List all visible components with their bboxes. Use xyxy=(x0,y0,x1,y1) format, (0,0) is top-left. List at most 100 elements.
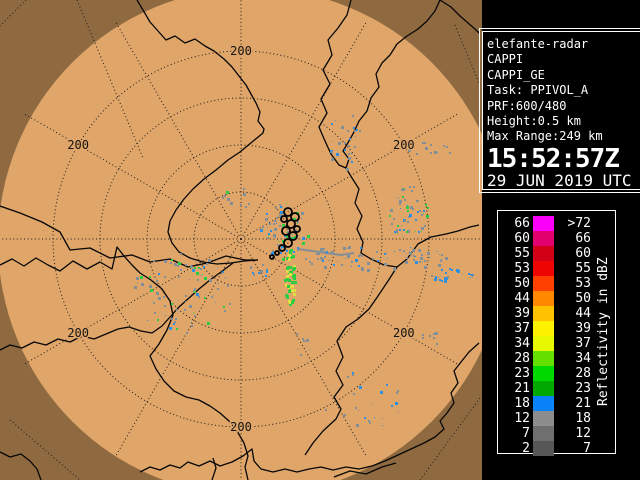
radar-echo xyxy=(411,190,413,192)
radar-echo xyxy=(407,230,410,233)
radar-echo xyxy=(437,152,438,153)
legend-upper-bound: 37 xyxy=(575,336,591,351)
radar-echo xyxy=(191,266,193,268)
radar-echo xyxy=(396,197,397,198)
radar-echo xyxy=(266,269,268,271)
radar-echo xyxy=(250,267,252,269)
radar-echo xyxy=(331,141,332,142)
info-line: CAPPI xyxy=(487,52,524,67)
radar-echo xyxy=(430,144,432,146)
radar-echo xyxy=(415,219,417,221)
legend-lower-bound: 34 xyxy=(514,336,530,351)
radar-echo xyxy=(360,247,362,249)
radar-echo xyxy=(293,265,296,268)
radar-echo xyxy=(396,229,398,231)
graticule-line xyxy=(9,419,81,480)
radar-echo xyxy=(382,425,383,426)
radar-echo xyxy=(402,196,404,198)
radar-echo xyxy=(390,209,393,212)
range-ring-label: 200 xyxy=(230,420,252,434)
radar-echo xyxy=(194,288,196,290)
radar-echo xyxy=(399,229,401,231)
radar-echo xyxy=(367,262,370,265)
radar-echo xyxy=(208,259,211,262)
radar-echo xyxy=(444,280,447,283)
legend-upper-bound: 18 xyxy=(575,411,591,426)
radar-echo xyxy=(309,261,311,263)
range-ring-label: 200 xyxy=(67,138,89,152)
radar-echo xyxy=(196,262,197,263)
radar-echo xyxy=(194,267,196,269)
radar-echo xyxy=(293,293,296,296)
radar-echo xyxy=(253,274,255,276)
radar-echo xyxy=(359,130,361,132)
radar-echo xyxy=(451,269,453,271)
radar-echo xyxy=(425,204,427,206)
radar-echo xyxy=(302,338,304,340)
map-border xyxy=(318,0,480,268)
radar-echo xyxy=(205,294,206,295)
radar-echo xyxy=(408,149,411,152)
radar-echo xyxy=(354,130,356,132)
radar-echo xyxy=(204,277,207,280)
radar-echo xyxy=(336,153,339,156)
graticule-line xyxy=(454,24,481,86)
radar-echo xyxy=(156,280,158,282)
radar-echo xyxy=(217,267,218,268)
radar-echo xyxy=(329,260,330,261)
legend-upper-bound: 39 xyxy=(575,321,591,336)
info-line: elefante-radar xyxy=(487,37,589,51)
radar-echo xyxy=(194,291,196,293)
radar-echo xyxy=(422,337,424,339)
radar-echo xyxy=(376,251,378,253)
radar-echo xyxy=(431,275,433,277)
city-boundary-cluster xyxy=(269,254,275,260)
radar-echo xyxy=(280,211,283,214)
radar-echo xyxy=(359,386,362,389)
radar-echo xyxy=(361,255,363,257)
legend-row: 50 53 xyxy=(500,276,591,291)
info-line: Height:0.5 km xyxy=(487,114,581,129)
radar-echo xyxy=(415,261,418,264)
legend-inner: 66 >72 60 66 55 60 53 55 50 53 44 50 39 44 37 39 34 37 28 3… xyxy=(500,216,613,456)
radar-echo xyxy=(405,261,408,264)
radar-echo xyxy=(325,409,327,411)
radar-echo xyxy=(282,206,283,207)
radar-echo xyxy=(218,283,219,284)
radar-echo xyxy=(423,210,425,212)
radar-echo xyxy=(348,153,350,155)
radar-echo xyxy=(317,258,319,260)
legend-upper-bound: 23 xyxy=(575,381,591,396)
legend-row: 28 34 xyxy=(500,351,591,366)
radar-echo xyxy=(293,274,296,277)
city-boundary-cluster xyxy=(293,225,301,233)
radar-echo xyxy=(185,295,187,297)
radar-echo xyxy=(170,262,172,264)
info-line: Max Range:249 km xyxy=(487,129,603,144)
radar-echo xyxy=(289,252,292,255)
radar-echo xyxy=(425,147,428,150)
legend-row: 34 37 xyxy=(500,336,591,351)
radar-echo xyxy=(147,320,148,321)
radar-echo xyxy=(269,223,270,224)
radar-echo xyxy=(413,186,415,188)
radar-echo xyxy=(267,237,269,239)
radar-echo xyxy=(413,255,415,257)
legend-color-swatch xyxy=(533,351,554,366)
radar-echo xyxy=(267,227,268,228)
radar-echo xyxy=(429,257,430,258)
city-boundary-cluster xyxy=(283,238,293,248)
radar-echo xyxy=(149,276,151,278)
radar-echo xyxy=(320,257,322,259)
radar-echo xyxy=(297,247,299,249)
map-border xyxy=(0,262,234,351)
radar-echo xyxy=(468,273,470,275)
radar-echo xyxy=(398,412,399,413)
reflectivity-legend-box: 66 >72 60 66 55 60 53 55 50 53 44 50 39 44 37 39 34 37 28 3… xyxy=(497,210,620,458)
radar-echo xyxy=(446,146,448,148)
legend-row: 53 55 xyxy=(500,261,591,276)
legend-color-swatch xyxy=(533,216,554,231)
radar-echo xyxy=(399,203,401,205)
legend-upper-bound: 34 xyxy=(575,351,591,366)
